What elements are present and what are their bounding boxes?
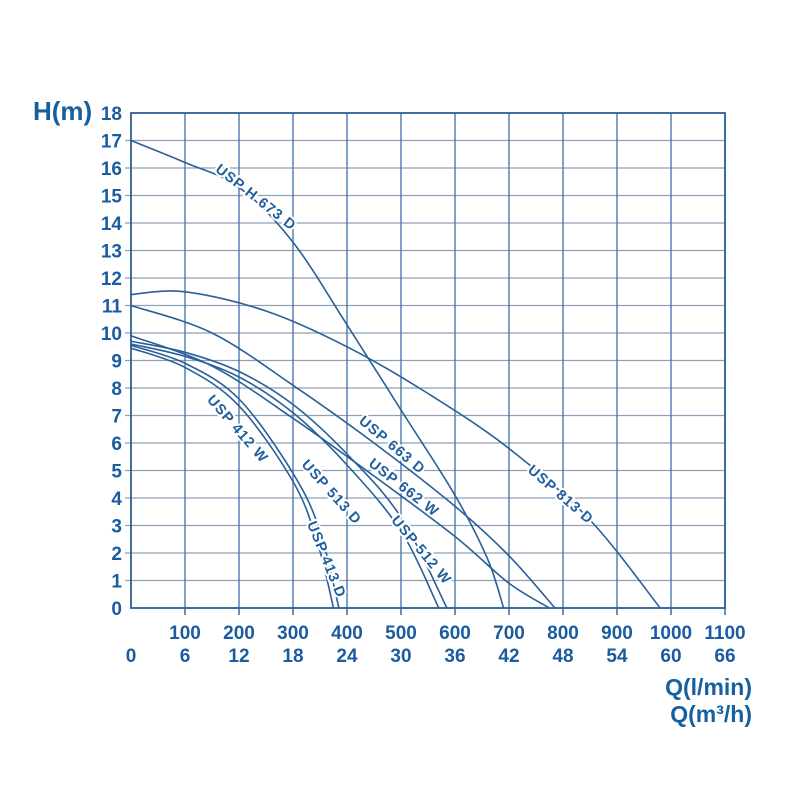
x-tick-label-m3h: 12	[228, 646, 249, 667]
pump-curve-usp-513-d	[130, 340, 448, 609]
pump-curve-usp-h-673-d	[130, 139, 505, 609]
curve-label-usp-512-w: USP 512 W	[388, 513, 455, 588]
x-tick-label-m3h: 48	[552, 646, 573, 667]
y-tick-label: 7	[111, 407, 122, 428]
x-tick-label-lmin: 300	[277, 623, 309, 644]
y-tick-label: 8	[111, 379, 122, 400]
y-axis-title: H(m)	[33, 96, 93, 126]
y-tick-label: 6	[111, 434, 122, 455]
curve-label-usp-413-d: USP 413 D	[303, 519, 348, 600]
y-tick-label: 0	[111, 599, 122, 620]
x-tick-label-m3h: 18	[282, 646, 303, 667]
pump-curve-usp-662-w	[130, 334, 551, 609]
y-tick-label: 14	[101, 214, 123, 235]
grid-layer	[125, 112, 726, 615]
y-tick-label: 18	[101, 104, 122, 125]
x-tick-label-lmin: 700	[493, 623, 525, 644]
x-tick-label-m3h: 30	[390, 646, 411, 667]
curve-label-usp-813-d: USP 813 D	[524, 462, 596, 527]
pump-curve-usp-512-w	[130, 343, 440, 609]
x-tick-label-lmin: 100	[169, 623, 201, 644]
x-tick-label-lmin: 900	[601, 623, 633, 644]
x-tick-label-lmin: 600	[439, 623, 471, 644]
x-tick-label-lmin: 200	[223, 623, 255, 644]
curve-label-usp-513-d: USP 513 D	[298, 457, 364, 528]
pump-curve-usp-413-d	[130, 347, 335, 609]
curves-layer	[130, 139, 661, 609]
x-tick-label-m3h: 66	[714, 646, 735, 667]
y-tick-label: 3	[111, 517, 122, 538]
x-tick-label-lmin: 1000	[650, 623, 692, 644]
x-tick-label-m3h: 54	[606, 646, 628, 667]
y-tick-label: 11	[102, 297, 123, 318]
x-tick-label-lmin: 800	[547, 623, 579, 644]
plot-frame	[130, 112, 726, 609]
x-axis-title-m3h: Q(m³/h)	[670, 701, 752, 727]
y-tick-label: 9	[111, 352, 122, 373]
x-tick-label-m3h: 24	[336, 646, 358, 667]
pump-curve-usp-412-w	[130, 344, 340, 609]
x-axis-title-lmin: Q(l/min)	[665, 674, 752, 700]
x-tick-label-m3h: 6	[180, 646, 191, 667]
x-tick-label-m3h: 36	[444, 646, 465, 667]
x-tick-label-lmin: 500	[385, 623, 417, 644]
y-tick-label: 15	[101, 187, 123, 208]
pump-curve-usp-663-d	[130, 304, 556, 609]
y-tick-label: 16	[101, 159, 122, 180]
pump-curve-usp-813-d	[130, 290, 661, 609]
y-tick-label: 4	[111, 489, 122, 510]
x-tick-label-m3h: 42	[498, 646, 519, 667]
x-tick-label-lmin: 1100	[704, 623, 745, 644]
y-tick-label: 2	[111, 544, 122, 565]
y-tick-label: 12	[101, 269, 122, 290]
y-tick-label: 5	[111, 462, 122, 483]
x-tick-label-lmin: 400	[331, 623, 363, 644]
x-tick-label-m3h: 0	[126, 646, 137, 667]
x-tick-label-m3h: 60	[660, 646, 681, 667]
y-tick-label: 10	[101, 324, 122, 345]
y-tick-label: 1	[111, 572, 122, 593]
y-tick-label: 17	[101, 132, 122, 153]
y-tick-label: 13	[101, 242, 122, 263]
